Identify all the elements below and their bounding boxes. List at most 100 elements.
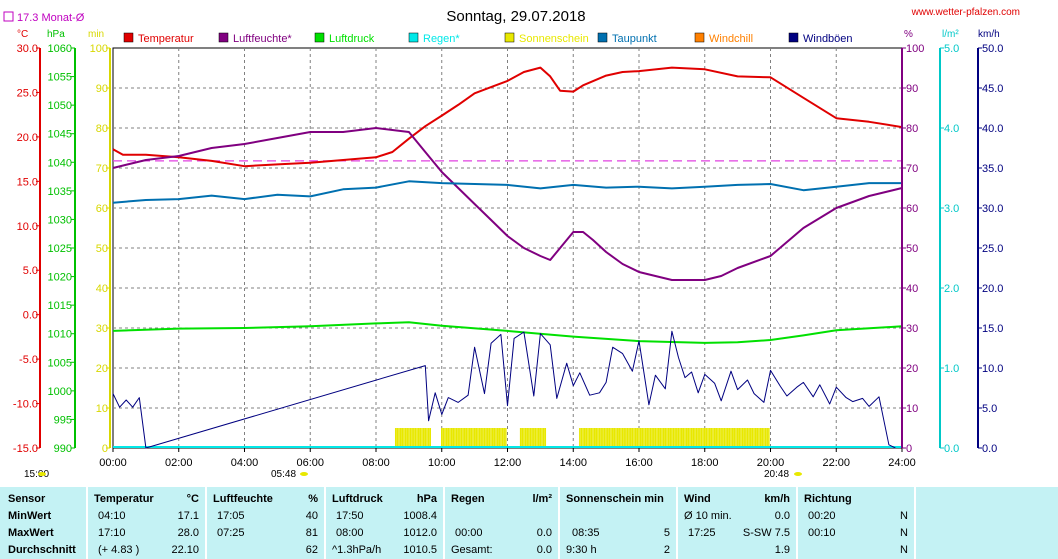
- pressure-tick-label: 1020: [48, 272, 72, 284]
- temperature-tick-label: 20.0: [17, 132, 38, 144]
- unit-rain: l/m²: [942, 29, 959, 40]
- wind-tick-label: 0.0: [982, 443, 997, 455]
- humidity-tick-label: 80: [906, 123, 918, 135]
- pressure-tick-label: 1030: [48, 214, 72, 226]
- weather-chart: 00:00 02:00 04:00 06:00 08:00 10:00 12:00 14:00…: [3, 7, 1020, 480]
- sunset-icon: [794, 472, 802, 476]
- header-rain: Regen: [451, 493, 485, 505]
- dir-min-value: N: [900, 510, 908, 522]
- x-tick-label: 14:00: [559, 457, 587, 469]
- x-tick-label: 10:00: [428, 457, 456, 469]
- humidity-tick-label: 100: [906, 43, 924, 55]
- press-avg-value: 1010.5: [403, 544, 437, 556]
- temperature-tick-label: -5.0: [19, 354, 38, 366]
- temp-max-value: 28.0: [177, 527, 199, 539]
- rain-total-value: 0.0: [536, 544, 552, 556]
- temperature-tick-label: 30.0: [17, 43, 38, 55]
- sun-markers: 15:00 05:48 20:48: [24, 469, 802, 480]
- dir-max-value: N: [900, 527, 908, 539]
- stats-col-direction: Richtung 00:20 N 00:10 N N: [798, 487, 914, 559]
- x-tick-label: 00:00: [99, 457, 127, 469]
- dir-avg-value: N: [900, 544, 908, 556]
- sunshine-tick-label: 0: [102, 443, 108, 455]
- header-pressure: Luftdruck: [332, 493, 383, 505]
- hum-max-value: 81: [305, 527, 318, 539]
- sunset-label: 20:48: [764, 469, 789, 480]
- wind-min-value: 0.0: [774, 510, 790, 522]
- x-tick-label: 02:00: [165, 457, 193, 469]
- x-tick-label: 20:00: [757, 457, 785, 469]
- legend-label: Sonnenschein: [519, 33, 589, 45]
- header-wind: Wind: [684, 493, 711, 505]
- pressure-tick-label: 1040: [48, 157, 72, 169]
- legend-swatch: [218, 32, 229, 43]
- press-min-time: 17:50: [336, 510, 364, 522]
- legend-swatch: [694, 32, 705, 43]
- legend-swatch: [504, 32, 515, 43]
- x-tick-label: 04:00: [231, 457, 259, 469]
- monthly-avg-indicator: 17.3 Monat-Ø: [3, 11, 85, 24]
- sunshine-tick-label: 30: [96, 323, 108, 335]
- legend-label: Taupunkt: [612, 33, 657, 45]
- series-taupunkt-line: [112, 180, 902, 204]
- temp-min-value: 17.1: [177, 510, 199, 522]
- hum-avg-value: 62: [305, 544, 318, 556]
- dir-max-time: 00:10: [808, 527, 836, 539]
- wind-tick-label: 50.0: [982, 43, 1003, 55]
- temp-max-time: 17:10: [98, 527, 126, 539]
- sun-max-time: 08:35: [572, 527, 600, 539]
- sunshine-tick-label: 60: [96, 203, 108, 215]
- header-sunshine: Sonnenschein min: [566, 493, 664, 505]
- temperature-tick-label: 10.0: [17, 221, 38, 233]
- hum-max-time: 07:25: [217, 527, 245, 539]
- humidity-tick-label: 20: [906, 363, 918, 375]
- header-direction: Richtung: [804, 493, 852, 505]
- humidity-tick-label: 30: [906, 323, 918, 335]
- pressure-tick-label: 1035: [48, 186, 72, 198]
- header-humidity: Luftfeuchte: [213, 493, 273, 505]
- sunrise-icon: [300, 472, 308, 476]
- pressure-tick-label: 1025: [48, 243, 72, 255]
- rain-tick-label: 4.0: [944, 123, 959, 135]
- temperature-tick-label: -10.0: [13, 399, 38, 411]
- header-pressure-unit: hPa: [416, 493, 437, 505]
- sunshine-tick-label: 10: [96, 403, 108, 415]
- pressure-tick-label: 1005: [48, 357, 72, 369]
- hum-min-time: 17:05: [217, 510, 245, 522]
- temperature-tick-label: 25.0: [17, 87, 38, 99]
- sunshine-tick-label: 100: [90, 43, 108, 55]
- wind-max-time: 17:25: [688, 527, 716, 539]
- pressure-tick-label: 1045: [48, 129, 72, 141]
- sunshine-tick-label: 90: [96, 83, 108, 95]
- humidity-tick-label: 60: [906, 203, 918, 215]
- unit-celsius: °C: [17, 29, 28, 40]
- sunrise-label: 05:48: [271, 469, 296, 480]
- rain-tick-label: 0.0: [944, 443, 959, 455]
- stats-col-sensor: Sensor MinWert MaxWert Durchschnitt: [0, 487, 86, 559]
- temperature-tick-label: 5.0: [23, 265, 38, 277]
- wind-tick-label: 15.0: [982, 323, 1003, 335]
- pressure-tick-label: 1000: [48, 386, 72, 398]
- chart-title: Sonntag, 29.07.2018: [446, 8, 585, 25]
- sunshine-tick-label: 50: [96, 243, 108, 255]
- series-luftfeuchte-line: [112, 127, 903, 281]
- x-tick-label: 18:00: [691, 457, 719, 469]
- header-wind-unit: km/h: [764, 493, 790, 505]
- stats-col-pressure: Luftdruck hPa 17:50 1008.4 08:00 1012.0 ^1.…: [326, 487, 443, 559]
- legend-label: Temperatur: [138, 33, 194, 45]
- header-temperature: Temperatur: [94, 493, 154, 505]
- wind-tick-label: 45.0: [982, 83, 1003, 95]
- unit-hpa: hPa: [47, 29, 65, 40]
- humidity-tick-label: 50: [906, 243, 918, 255]
- x-tick-label: 22:00: [822, 457, 850, 469]
- legend-swatch: [314, 32, 325, 43]
- press-min-value: 1008.4: [403, 510, 437, 522]
- sunshine-tick-label: 70: [96, 163, 108, 175]
- unit-percent: %: [904, 29, 913, 40]
- legend-swatch: [597, 32, 608, 43]
- website-link[interactable]: www.wetter-pfalzen.com: [911, 7, 1020, 18]
- humidity-tick-label: 0: [906, 443, 912, 455]
- x-tick-label: 12:00: [494, 457, 522, 469]
- rain-tick-label: 1.0: [944, 363, 959, 375]
- row-label-max: MaxWert: [8, 527, 54, 539]
